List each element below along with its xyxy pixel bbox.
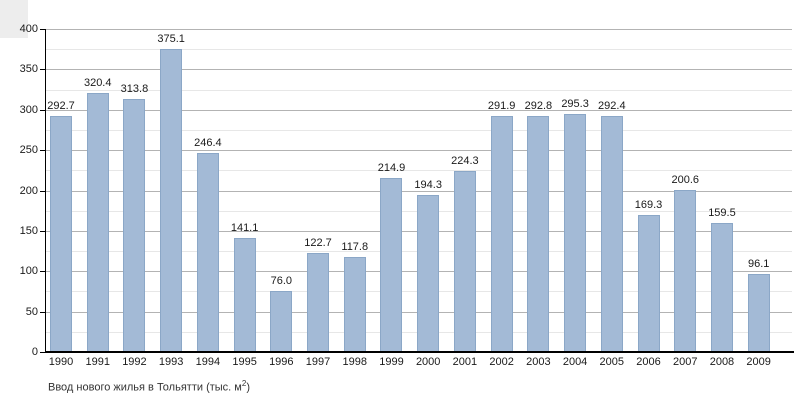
bar-1992: [123, 98, 146, 352]
x-tick-label-1990: 1990: [48, 356, 74, 368]
value-label-2007: 200.6: [671, 174, 699, 187]
value-label-2002: 291.9: [487, 100, 516, 113]
value-label-1994: 246.4: [194, 137, 222, 150]
y-tick-mark: [40, 109, 45, 111]
y-tick-mark: [40, 29, 45, 30]
bar-2004: [564, 113, 587, 352]
y-tick-mark: [40, 352, 45, 353]
value-label-1990: 292.7: [47, 99, 75, 112]
caption-close-paren: ): [246, 381, 250, 394]
y-tick-mark: [40, 271, 45, 273]
y-axis-line: [45, 29, 46, 353]
x-tick-label-2007: 2007: [672, 356, 698, 368]
x-tick-label-2001: 2001: [452, 356, 478, 368]
chart-caption: Ввод нового жилья в Тольятти (тыс. м2): [48, 379, 250, 394]
x-tick-label-1994: 1994: [195, 356, 221, 368]
value-label-2009: 96.1: [747, 258, 770, 271]
x-tick-label-1995: 1995: [232, 356, 257, 368]
x-tick-label-2003: 2003: [526, 356, 551, 368]
y-tick-mark: [40, 230, 45, 232]
value-label-2001: 224.3: [451, 154, 479, 167]
x-tick-label-1999: 1999: [379, 356, 404, 368]
bar-1996: [270, 290, 293, 352]
x-tick-label-2009: 2009: [746, 356, 771, 368]
y-tick-mark: [40, 190, 45, 192]
bar-2003: [527, 115, 550, 352]
bar-1998: [343, 256, 366, 352]
y-tick-label: 200: [19, 184, 38, 197]
y-tick-label: 300: [19, 103, 38, 116]
bar-2006: [637, 215, 660, 352]
bar-2005: [600, 115, 623, 352]
bar-1997: [307, 252, 330, 352]
value-label-2006: 169.3: [634, 199, 663, 212]
y-tick-mark: [40, 150, 45, 152]
bar-1990: [50, 115, 72, 352]
x-axis-line: [45, 351, 794, 353]
x-tick-label-2005: 2005: [599, 356, 625, 368]
bar-2009: [747, 274, 770, 352]
plot-area: 292.7 320.4 313.8 375.1 246.4 141.1 76.0 122.7 1…: [45, 29, 792, 352]
x-tick-label-2002: 2002: [489, 356, 514, 368]
y-tick-mark: [40, 69, 45, 71]
x-tick-label-2008: 2008: [709, 356, 735, 368]
y-tick-label: 0: [31, 346, 38, 358]
value-label-1999: 214.9: [377, 162, 406, 175]
minor-gridline: [45, 170, 792, 172]
bar-1995: [233, 238, 256, 352]
y-tick-label: 150: [19, 224, 38, 237]
y-tick-label: 350: [19, 63, 38, 76]
caption-text: Ввод нового жилья в Тольятти (тыс. м: [48, 381, 242, 394]
value-label-1997: 122.7: [304, 236, 332, 249]
caption-superscript: 2: [241, 379, 247, 388]
bar-1994: [196, 153, 219, 352]
corner-artifact: [0, 0, 28, 38]
value-label-1998: 117.8: [341, 240, 369, 253]
value-label-1993: 375.1: [157, 33, 185, 46]
x-tick-label-1992: 1992: [122, 356, 147, 368]
y-tick-label: 400: [19, 23, 38, 35]
minor-gridline: [45, 49, 792, 51]
bar-1991: [86, 93, 109, 352]
y-tick-label: 50: [25, 305, 38, 318]
minor-gridline: [45, 129, 792, 131]
y-tick-mark: [40, 311, 45, 313]
value-label-2004: 295.3: [561, 97, 589, 110]
value-label-1995: 141.1: [230, 222, 259, 235]
value-label-2003: 292.8: [524, 99, 553, 112]
major-gridline: [45, 69, 792, 71]
bar-1993: [160, 49, 183, 352]
value-label-2000: 194.3: [414, 179, 442, 192]
bar-2000: [417, 195, 440, 352]
x-tick-label-1996: 1996: [269, 356, 294, 368]
major-gridline: [45, 150, 792, 152]
major-gridline: [45, 190, 792, 192]
bar-2007: [674, 190, 697, 352]
value-label-1992: 313.8: [120, 82, 149, 95]
bar-2001: [453, 170, 476, 352]
x-tick-label-2004: 2004: [562, 356, 588, 368]
x-tick-label-2000: 2000: [415, 356, 441, 368]
major-gridline: [45, 109, 792, 111]
bar-2002: [490, 116, 513, 352]
value-label-1991: 320.4: [83, 77, 112, 90]
value-label-2008: 159.5: [708, 207, 736, 220]
y-tick-label: 100: [19, 265, 38, 278]
value-label-1996: 76.0: [270, 274, 293, 287]
bar-2008: [710, 223, 733, 352]
x-tick-label-1991: 1991: [85, 356, 110, 368]
major-gridline: [45, 29, 792, 30]
x-tick-label-1998: 1998: [342, 356, 367, 368]
value-label-2005: 292.4: [598, 99, 626, 112]
minor-gridline: [45, 89, 792, 91]
x-tick-label-1993: 1993: [158, 356, 184, 368]
x-tick-label-2006: 2006: [636, 356, 661, 368]
bar-1999: [380, 178, 403, 352]
y-tick-label: 250: [19, 144, 38, 157]
x-tick-label-1997: 1997: [305, 356, 331, 368]
